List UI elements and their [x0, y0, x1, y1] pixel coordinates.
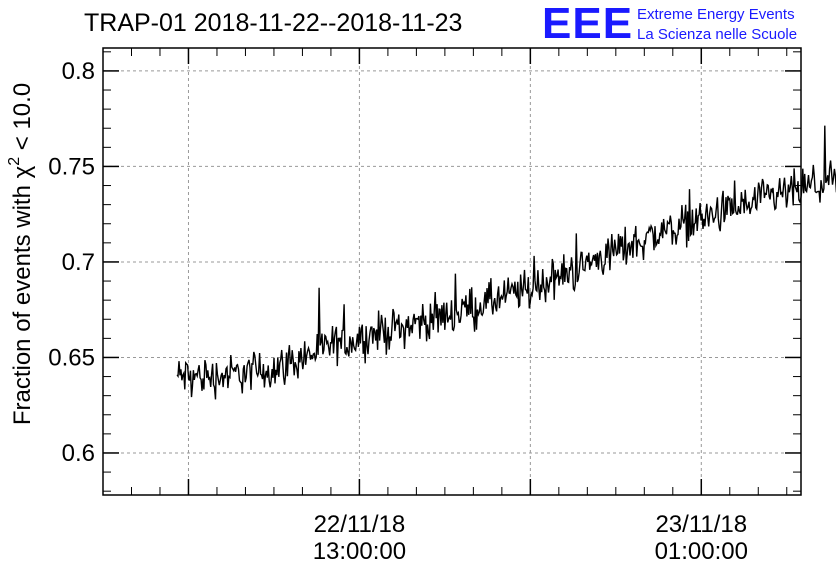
tick-layer — [103, 48, 801, 495]
y-tick-label: 0.8 — [62, 58, 95, 85]
y-axis-label-suffix: < 10.0 — [9, 83, 36, 157]
y-axis-label-prefix: Fraction of events with — [9, 178, 36, 425]
x-tick-label-date: 23/11/18 — [655, 511, 747, 538]
grid-layer — [103, 48, 801, 495]
x-tick-label-time: 13:00:00 — [313, 538, 406, 565]
y-axis-label-symbol: χ — [9, 165, 36, 178]
y-tick-label: 0.7 — [62, 249, 95, 276]
y-axis-label-sup: 2 — [6, 157, 23, 166]
chart-plot: 0.6 0.65 0.7 0.75 0.8 22/11/1813:00:00 23/11/1… — [0, 0, 836, 572]
y-tick-label: 0.6 — [62, 440, 95, 467]
x-tick-label-date: 22/11/18 — [314, 511, 406, 538]
x-tick-label-time: 01:00:00 — [655, 538, 748, 565]
y-tick-label: 0.75 — [48, 153, 95, 180]
y-tick-label: 0.65 — [48, 344, 95, 371]
y-axis-label: Fraction of events with χ2 < 10.0 — [6, 83, 36, 425]
plot-frame — [103, 48, 801, 495]
